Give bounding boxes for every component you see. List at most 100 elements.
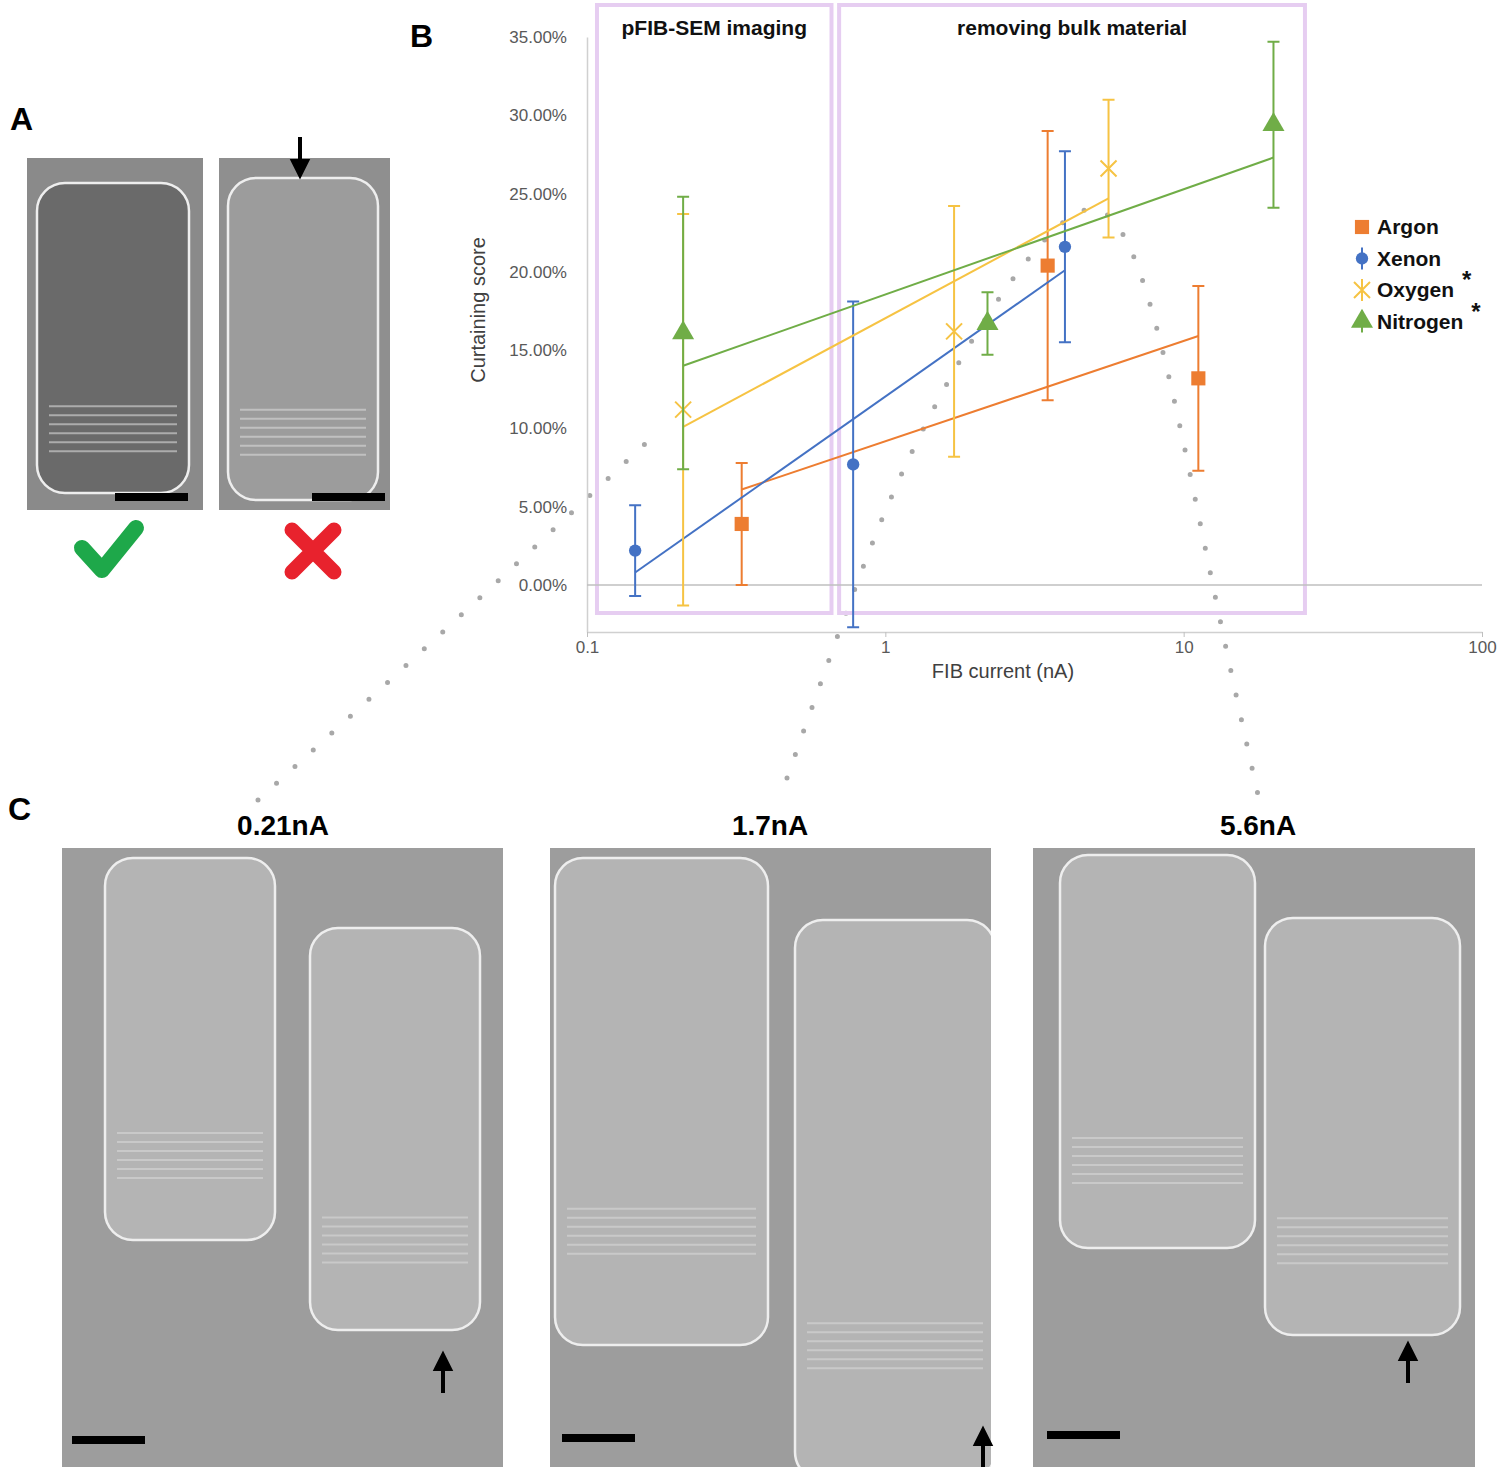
curtain-stripe: [1277, 1262, 1448, 1264]
curtain-stripe: [240, 445, 366, 447]
legend-item: Nitrogen*: [1351, 298, 1481, 333]
curtain-stripe: [49, 441, 177, 443]
marker: [1059, 241, 1071, 253]
y-tick-label: 20.00%: [509, 263, 567, 282]
y-tick-label: 10.00%: [509, 419, 567, 438]
curtain-stripe: [117, 1168, 263, 1170]
region-label: pFIB-SEM imaging: [621, 16, 807, 39]
legend-item: Oxygen*: [1354, 266, 1472, 301]
y-tick: 25.00%: [509, 185, 587, 204]
micrograph-title: 1.7nA: [732, 810, 808, 841]
curtain-stripe: [1072, 1155, 1243, 1157]
curtain-stripe: [49, 414, 177, 416]
y-axis-title: Curtaining score: [467, 237, 489, 383]
marker: [1262, 112, 1284, 131]
legend-item: Argon: [1355, 215, 1439, 238]
curtain-stripe: [567, 1235, 756, 1237]
lamella: [1060, 855, 1255, 1248]
curtain-stripe: [807, 1349, 983, 1351]
curtain-stripe: [1277, 1244, 1448, 1246]
x-axis-line: [588, 632, 1483, 634]
curtain-stripe: [240, 454, 366, 456]
scale-bar: [1047, 1431, 1120, 1439]
x-tick-mark: [1482, 632, 1483, 637]
region-box: [597, 5, 832, 613]
curtain-stripe: [807, 1340, 983, 1342]
trend-line: [635, 270, 1065, 572]
series-argon: [735, 131, 1206, 585]
check-icon: [82, 528, 136, 570]
y-tick-label: 15.00%: [509, 341, 567, 360]
x-tick: 0.1: [576, 632, 600, 657]
panel-label: B: [410, 18, 433, 54]
connectors: [258, 209, 1258, 800]
curtain-stripe: [49, 432, 177, 434]
y-axis-line: [587, 38, 589, 633]
arrow: [976, 1430, 990, 1467]
curtain-stripe: [322, 1234, 468, 1236]
zero-line: [587, 584, 1482, 586]
curtain-stripe: [117, 1159, 263, 1161]
scale-bar: [115, 493, 188, 501]
curtain-stripe: [807, 1322, 983, 1324]
y-tick: 30.00%: [509, 106, 587, 125]
scale-bar: [312, 493, 385, 501]
scale-bar: [72, 1436, 145, 1444]
curtain-stripe: [807, 1358, 983, 1360]
curtain-stripe: [240, 427, 366, 429]
legend-marker: [1355, 220, 1369, 234]
curtain-stripe: [807, 1367, 983, 1369]
y-tick: 5.00%: [519, 498, 587, 517]
curtain-stripe: [1072, 1182, 1243, 1184]
micrograph: [550, 848, 995, 1467]
curtain-stripe: [117, 1132, 263, 1134]
curtain-stripe: [240, 436, 366, 438]
panel-label: A: [10, 101, 33, 137]
plot-area: [629, 42, 1285, 628]
micrograph-title: 5.6nA: [1220, 810, 1296, 841]
micrograph: [1033, 848, 1475, 1467]
y-tick-label: 0.00%: [519, 576, 567, 595]
y-tick: 15.00%: [509, 341, 587, 360]
curtain-stripe: [49, 423, 177, 425]
marker: [629, 544, 641, 556]
connector: [787, 209, 1258, 795]
legend-label: Xenon: [1377, 247, 1441, 270]
curtain-stripe: [322, 1252, 468, 1254]
x-tick-label: 100: [1468, 638, 1496, 657]
trend-line: [683, 158, 1273, 366]
x-tick: 10: [1175, 632, 1194, 657]
curtain-stripe: [49, 405, 177, 407]
curtain-stripe: [322, 1243, 468, 1245]
micrograph: [62, 848, 503, 1467]
micrograph-bg: [62, 848, 503, 1467]
x-axis-title: FIB current (nA): [932, 660, 1074, 682]
micrograph-bg: [1033, 848, 1475, 1467]
curtain-stripe: [322, 1261, 468, 1263]
curtain-stripe: [1277, 1253, 1448, 1255]
x-axis: 0.1110100: [576, 632, 1497, 657]
micrograph: [27, 158, 203, 510]
arrow: [436, 1355, 450, 1393]
y-tick: 35.00%: [509, 28, 587, 47]
micrograph: [219, 137, 390, 510]
micrograph-bg: [219, 158, 390, 510]
marker: [1041, 259, 1055, 273]
curtain-stripe: [807, 1331, 983, 1333]
series-nitrogen: [672, 42, 1284, 469]
lamella: [228, 178, 378, 500]
regions: pFIB-SEM imagingremoving bulk material: [597, 5, 1305, 613]
curtain-stripe: [1277, 1235, 1448, 1237]
curtain-stripe: [567, 1226, 756, 1228]
lamella: [37, 183, 189, 493]
x-tick-mark: [587, 632, 588, 637]
micrograph-title: 0.21nA: [237, 810, 329, 841]
y-tick: 20.00%: [509, 263, 587, 282]
curtain-stripe: [1072, 1173, 1243, 1175]
curtain-stripe: [117, 1177, 263, 1179]
marker: [735, 517, 749, 531]
curtain-stripe: [322, 1225, 468, 1227]
y-tick-label: 35.00%: [509, 28, 567, 47]
arrow: [293, 137, 307, 175]
series-oxygen: [675, 100, 1116, 606]
